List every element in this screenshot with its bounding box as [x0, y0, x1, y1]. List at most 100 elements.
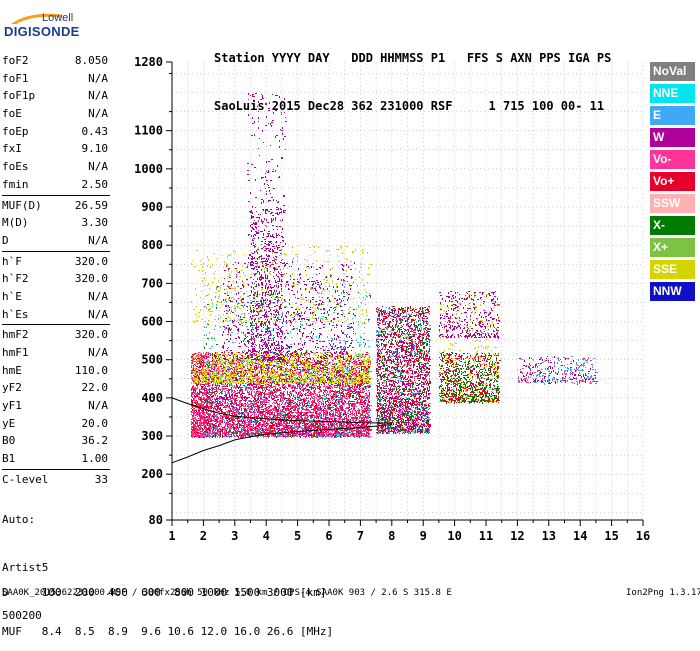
chart-point	[285, 408, 286, 409]
chart-point	[308, 391, 309, 392]
chart-point	[283, 392, 284, 394]
chart-point	[344, 432, 345, 433]
chart-point	[309, 387, 311, 388]
chart-point	[194, 389, 195, 391]
chart-point	[323, 374, 324, 375]
chart-point	[366, 368, 367, 369]
chart-point	[210, 367, 211, 368]
chart-point	[209, 396, 210, 397]
chart-point	[235, 433, 236, 434]
chart-point	[366, 420, 368, 421]
chart-point	[349, 378, 350, 380]
chart-point	[217, 362, 218, 363]
chart-point	[226, 432, 228, 433]
chart-point	[358, 372, 359, 374]
chart-point	[207, 423, 208, 425]
chart-point	[220, 389, 221, 391]
chart-point	[252, 426, 253, 427]
chart-point	[270, 428, 271, 429]
chart-point	[298, 405, 299, 407]
chart-point	[360, 402, 362, 403]
chart-point	[300, 391, 301, 393]
chart-point	[256, 401, 257, 403]
chart-point	[306, 390, 308, 391]
chart-point	[343, 427, 344, 428]
chart-point	[199, 359, 200, 361]
chart-point	[262, 404, 263, 405]
chart-point	[301, 402, 303, 403]
chart-point	[288, 413, 289, 414]
chart-point	[231, 366, 232, 367]
chart-point	[237, 418, 238, 420]
chart-point	[359, 420, 360, 421]
chart-point	[207, 418, 208, 419]
chart-point	[289, 403, 290, 404]
chart-point	[296, 433, 297, 434]
chart-point	[246, 387, 247, 389]
chart-point	[232, 419, 233, 421]
chart-point	[298, 409, 299, 411]
chart-point	[304, 369, 305, 371]
chart-point	[207, 430, 208, 431]
chart-point	[257, 428, 258, 429]
chart-point	[193, 381, 194, 382]
chart-point	[222, 373, 223, 374]
chart-point	[191, 399, 192, 401]
chart-point	[287, 429, 288, 431]
chart-point	[315, 408, 316, 409]
chart-point	[297, 374, 299, 375]
chart-point	[326, 354, 328, 355]
chart-point	[275, 411, 277, 412]
chart-point	[294, 399, 296, 400]
chart-point	[349, 394, 351, 395]
chart-point	[270, 392, 271, 393]
chart-point	[327, 406, 328, 408]
chart-point	[299, 418, 300, 420]
chart-point	[339, 360, 340, 361]
chart-point	[359, 397, 360, 399]
chart-point	[285, 409, 286, 411]
chart-point	[194, 392, 195, 394]
chart-point	[294, 379, 295, 380]
chart-point	[313, 423, 314, 424]
chart-point	[195, 410, 196, 411]
chart-point	[225, 430, 226, 431]
chart-point	[257, 411, 258, 413]
chart-point	[267, 372, 268, 374]
chart-point	[196, 422, 198, 423]
chart-point	[319, 394, 320, 396]
chart-point	[192, 396, 193, 398]
chart-point	[193, 416, 194, 417]
chart-point	[193, 385, 194, 387]
chart-point	[204, 426, 205, 427]
chart-point	[192, 426, 193, 427]
chart-point	[205, 419, 207, 420]
chart-point	[351, 374, 352, 375]
chart-point	[208, 401, 210, 402]
chart-point	[262, 376, 263, 378]
chart-point	[240, 400, 242, 401]
chart-point	[213, 409, 214, 410]
chart-point	[199, 362, 200, 363]
chart-point	[295, 423, 297, 424]
chart-point	[260, 413, 262, 414]
chart-point	[358, 424, 359, 425]
chart-point	[204, 415, 205, 417]
chart-point	[362, 366, 364, 367]
chart-point	[191, 367, 192, 368]
chart-point	[347, 418, 348, 420]
chart-point	[229, 430, 230, 431]
chart-point	[261, 379, 262, 381]
chart-point	[314, 410, 316, 411]
chart-point	[235, 402, 237, 403]
chart-point	[203, 423, 204, 424]
chart-point	[205, 429, 206, 430]
chart-point	[263, 397, 265, 398]
chart-point	[267, 387, 268, 388]
chart-point	[307, 358, 309, 359]
chart-points	[191, 93, 598, 438]
chart-point	[259, 382, 261, 383]
chart-point	[299, 405, 301, 406]
chart-point	[309, 422, 311, 423]
chart-point	[199, 423, 201, 424]
